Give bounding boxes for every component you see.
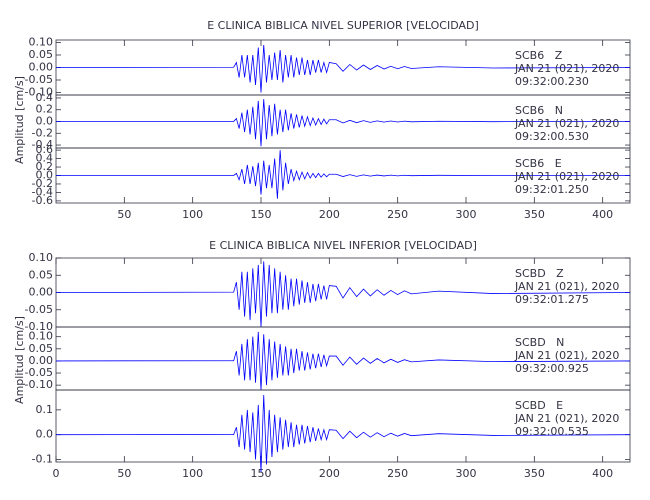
time-label: 09:32:00.535	[515, 425, 589, 438]
y-tick-label: 0.4	[36, 152, 54, 165]
y-tick-label: -0.2	[32, 126, 53, 139]
y-tick-label: 0.0	[36, 169, 54, 182]
waveform	[55, 261, 631, 328]
station-label: SCBD E	[515, 399, 563, 412]
x-tick-label: 350	[524, 467, 545, 480]
x-tick-label: 400	[592, 208, 613, 221]
y-tick-label: -0.05	[25, 73, 53, 86]
y-tick-label: -0.1	[32, 453, 53, 466]
x-tick-label: 100	[182, 208, 203, 221]
y-tick-label: 0.0	[36, 428, 54, 441]
waveform	[55, 331, 631, 391]
y-tick-label: 0.6	[36, 143, 54, 156]
y-tick-label: -0.6	[32, 194, 53, 207]
date-label: JAN 21 (021), 2020	[514, 280, 619, 293]
x-tick-label: 400	[592, 467, 613, 480]
y-tick-label: 0.00	[29, 61, 54, 74]
station-label: SCB6 E	[515, 157, 562, 170]
date-label: JAN 21 (021), 2020	[514, 412, 619, 425]
chart-title: E CLINICA BIBLICA NIVEL INFERIOR [VELOCI…	[209, 239, 477, 252]
date-label: JAN 21 (021), 2020	[514, 349, 619, 362]
y-tick-label: 0.2	[36, 103, 54, 116]
y-axis-label: Amplitud [cm/s]	[13, 76, 26, 164]
x-tick-label: 150	[251, 208, 272, 221]
y-tick-label: 0.00	[29, 286, 54, 299]
x-tick-label: 50	[117, 467, 131, 480]
time-label: 09:32:00.530	[515, 130, 589, 143]
x-tick-label: 350	[524, 208, 545, 221]
y-tick-label: -0.4	[32, 138, 53, 151]
y-tick-label: 0.05	[29, 268, 54, 281]
x-tick-label: 300	[456, 208, 477, 221]
x-tick-label: 200	[319, 208, 340, 221]
y-tick-label: 0.05	[29, 48, 54, 61]
waveform	[55, 99, 631, 147]
x-tick-label: 150	[251, 467, 272, 480]
y-tick-label: 0.05	[29, 342, 54, 355]
y-tick-label: -0.05	[25, 303, 53, 316]
station-label: SCB6 Z	[515, 49, 563, 62]
time-label: 09:32:01.250	[515, 183, 589, 196]
y-tick-label: -0.2	[32, 177, 53, 190]
waveform	[55, 394, 631, 472]
x-tick-label: 100	[182, 467, 203, 480]
date-label: JAN 21 (021), 2020	[514, 62, 619, 75]
waveform	[55, 150, 631, 199]
x-tick-label: 200	[319, 467, 340, 480]
y-tick-label: 0.0	[36, 115, 54, 128]
x-tick-label: 250	[387, 467, 408, 480]
y-tick-label: 0.2	[36, 160, 54, 173]
x-tick-label: 0	[53, 467, 60, 480]
x-tick-label: 300	[456, 467, 477, 480]
y-tick-label: 0.00	[29, 354, 54, 367]
time-label: 09:32:01.275	[515, 293, 589, 306]
date-label: JAN 21 (021), 2020	[514, 117, 619, 130]
y-axis-label: Amplitud [cm/s]	[13, 316, 26, 404]
y-tick-label: -0.05	[25, 366, 53, 379]
x-tick-label: 250	[387, 208, 408, 221]
time-label: 09:32:00.230	[515, 75, 589, 88]
y-tick-label: 0.1	[36, 403, 54, 416]
y-tick-label: 0.10	[29, 251, 54, 264]
y-tick-label: -0.10	[25, 320, 53, 333]
station-label: SCBD Z	[515, 267, 564, 280]
chart-title: E CLINICA BIBLICA NIVEL SUPERIOR [VELOCI…	[207, 19, 479, 32]
waveform	[55, 44, 631, 93]
y-tick-label: 0.10	[29, 36, 54, 49]
y-tick-label: -0.10	[25, 378, 53, 391]
panel-frame	[55, 389, 631, 463]
y-tick-label: 0.4	[36, 91, 54, 104]
station-label: SCB6 N	[515, 104, 563, 117]
date-label: JAN 21 (021), 2020	[514, 170, 619, 183]
y-tick-label: -0.4	[32, 185, 53, 198]
station-label: SCBD N	[515, 336, 564, 349]
x-tick-label: 50	[117, 208, 131, 221]
time-label: 09:32:00.925	[515, 362, 589, 375]
y-tick-label: -0.10	[25, 86, 53, 99]
y-tick-label: 0.10	[29, 330, 54, 343]
